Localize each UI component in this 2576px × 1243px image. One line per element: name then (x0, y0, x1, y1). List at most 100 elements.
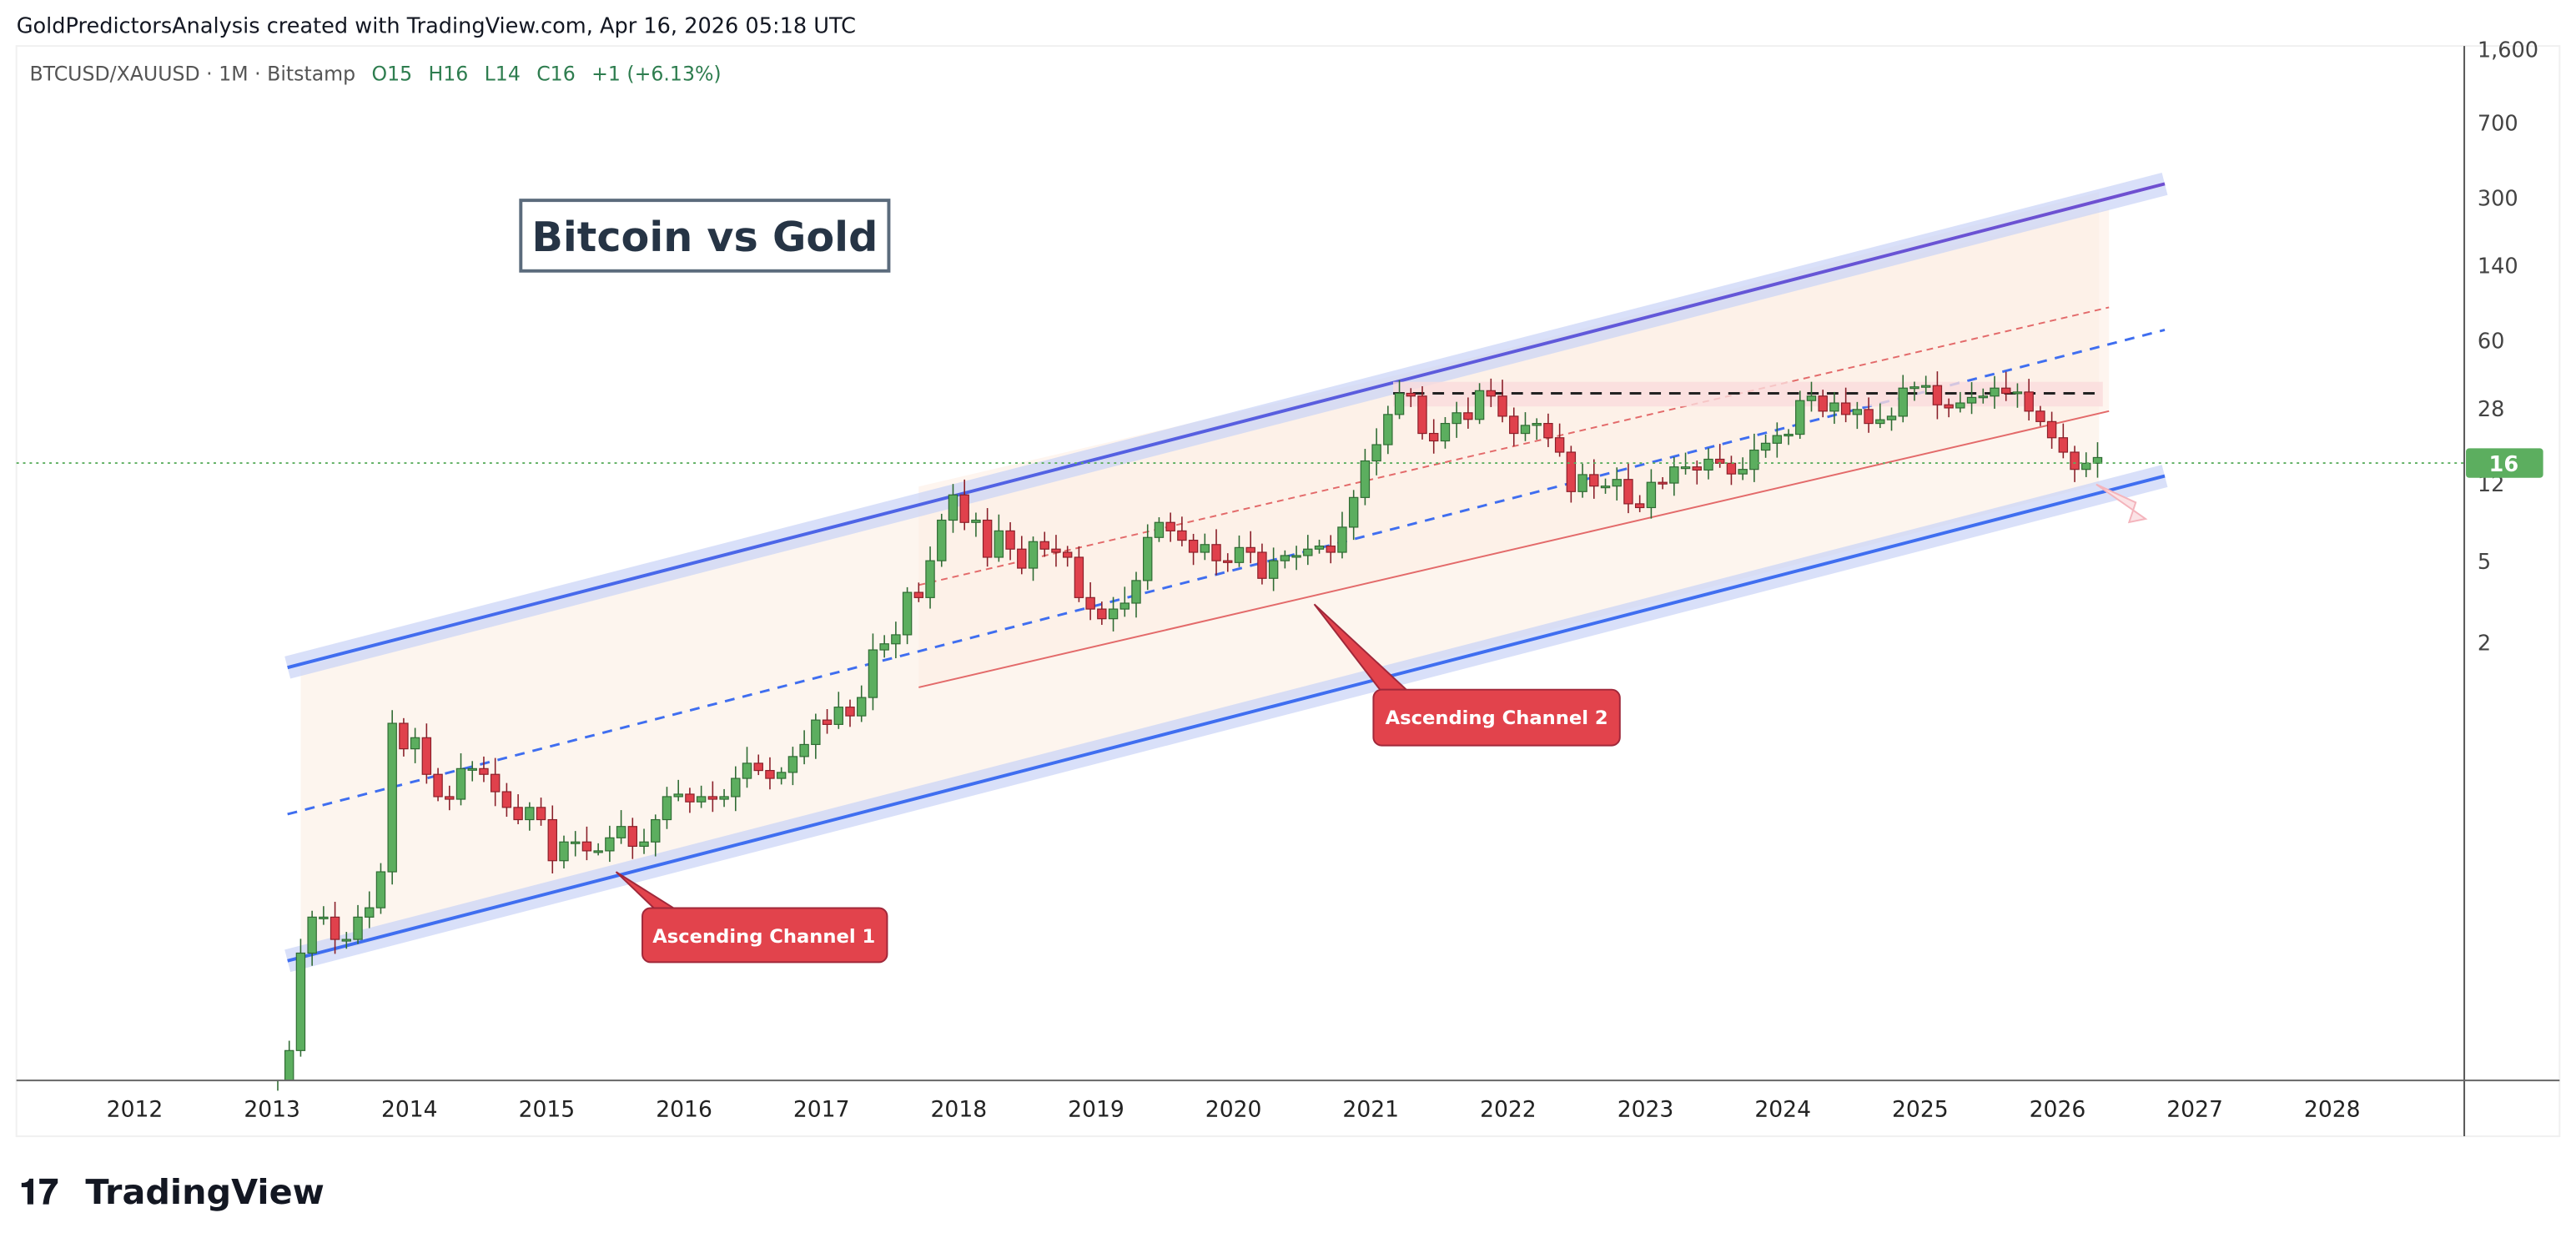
candle (1760, 434, 1771, 458)
candle-body (1990, 387, 2000, 397)
time-tick-label: 2027 (2166, 1096, 2223, 1122)
candle (571, 831, 581, 857)
title-box[interactable] (519, 199, 891, 273)
candle-body (479, 767, 489, 775)
time-tick-label: 2025 (1892, 1096, 1949, 1122)
arrow-icon (2096, 483, 2148, 524)
tradingview-logo[interactable]: 𝟏𝟕 TradingView (20, 1172, 325, 1212)
candle-body (1394, 392, 1405, 415)
candle (639, 828, 649, 854)
candle (937, 513, 947, 567)
last-price-value: 16 (2489, 452, 2519, 477)
candle (1005, 521, 1015, 561)
candle-body (1051, 548, 1061, 553)
time-axis[interactable]: 2012 2013 2014 2015 2016 2017 2018 2019 2020 2021… (107, 1096, 2361, 1122)
candle-body (787, 756, 798, 773)
candle-body (525, 807, 535, 821)
candle-body (1463, 412, 1473, 420)
candle-body (1898, 387, 1908, 417)
candle (1348, 490, 1359, 541)
candle-body (1966, 396, 1977, 404)
candle (1326, 535, 1336, 564)
candle (421, 723, 432, 784)
candle (1406, 388, 1416, 407)
candle (1200, 533, 1210, 561)
candle-body (1543, 423, 1553, 439)
candle-body (696, 796, 707, 803)
candle-body (1371, 444, 1381, 462)
chart-title: Bitcoin vs Gold (531, 213, 878, 261)
candle-body (1795, 400, 1805, 435)
candle-body (1440, 423, 1451, 442)
candle (547, 805, 557, 873)
candle-body (994, 530, 1004, 558)
price-tick-label: 60 (2478, 330, 2505, 355)
candle-body (1177, 530, 1187, 541)
callout-2-box[interactable] (1372, 688, 1621, 747)
time-tick-label: 2022 (1480, 1096, 1537, 1122)
candle (1612, 467, 1622, 501)
candle-body (627, 826, 638, 848)
candle (787, 747, 798, 786)
candle (1520, 412, 1531, 441)
candle-body (1245, 546, 1255, 553)
candle-body (1840, 402, 1851, 415)
candle-body (2070, 451, 2080, 471)
callout-2-label: Ascending Channel 2 (1386, 707, 1608, 729)
candle-body (1280, 555, 1291, 561)
time-tick-label: 2012 (107, 1096, 164, 1122)
candle (1440, 416, 1451, 449)
candle-body (2012, 391, 2023, 395)
candle (673, 779, 683, 802)
candle-body (1268, 560, 1279, 579)
candle-body (845, 707, 855, 717)
candle (811, 713, 821, 759)
time-tick-label: 2016 (656, 1096, 712, 1122)
candle-body (959, 494, 969, 523)
candle (1703, 448, 1713, 480)
candle-body (1669, 466, 1679, 484)
candle (925, 546, 935, 609)
candle (1429, 419, 1439, 454)
candle-body (1875, 419, 1885, 425)
candle-body (1360, 460, 1371, 498)
candle-body (445, 796, 455, 800)
candle-body (1165, 521, 1175, 531)
candle (365, 891, 375, 928)
candle (1738, 457, 1748, 481)
candle-body (2046, 420, 2057, 439)
candle (913, 582, 924, 602)
candle-body (1920, 385, 1931, 388)
candle (2070, 445, 2080, 482)
candle-body (1634, 503, 1645, 509)
candle (959, 479, 969, 531)
candle (1314, 539, 1325, 554)
candle (1291, 546, 1301, 571)
candle (1303, 535, 1313, 566)
candle (433, 767, 443, 802)
candle (1474, 383, 1485, 425)
candle-body (1074, 556, 1084, 598)
candle (1131, 571, 1141, 618)
channel-2-lower-line (918, 410, 2110, 688)
candle (1829, 391, 1839, 425)
candle-body (605, 837, 615, 852)
callout-1-box[interactable] (641, 907, 888, 964)
candle-body (1028, 541, 1039, 569)
candle-body (353, 916, 363, 940)
candle (1543, 413, 1553, 447)
candle (1245, 531, 1255, 564)
candle (1864, 397, 1874, 433)
candle (1886, 407, 1897, 431)
candle-body (1017, 548, 1027, 569)
candle (513, 794, 523, 824)
candle-body (2035, 410, 2045, 422)
candle-body (1692, 466, 1702, 471)
candle-body (581, 841, 592, 852)
channel-1-lower-line (287, 474, 2166, 963)
candle (525, 802, 535, 831)
candle-body (857, 697, 867, 717)
candle (1955, 391, 1965, 413)
